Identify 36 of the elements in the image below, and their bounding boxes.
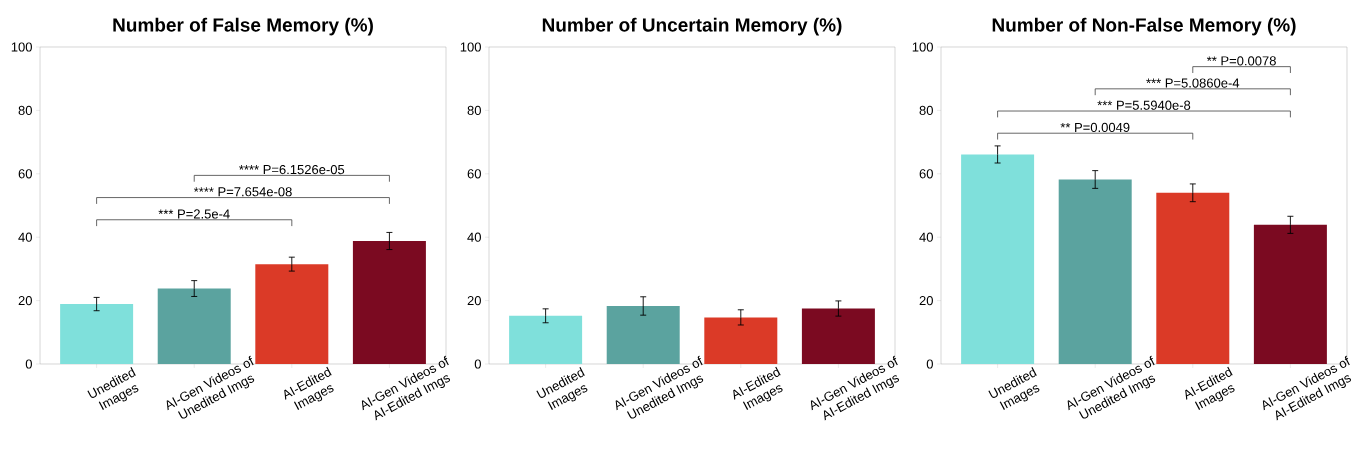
y-tick-label: 100 — [11, 42, 32, 52]
y-tick-label: 60 — [467, 169, 481, 179]
bar — [961, 154, 1035, 364]
annotation: *** P=5.0860e-4 — [1146, 78, 1240, 88]
y-tick-label: 20 — [919, 295, 933, 306]
y-tick-label: 100 — [912, 42, 933, 52]
annotation: ** P=0.0049 — [1060, 122, 1130, 133]
bar — [352, 240, 426, 364]
y-tick-label: 100 — [460, 42, 481, 52]
y-tick-label: 80 — [18, 105, 32, 115]
y-tick-label: 20 — [18, 295, 32, 306]
y-tick-label: 40 — [467, 232, 481, 242]
y-tick-label: 80 — [919, 105, 933, 115]
y-tick-label: 0 — [926, 359, 933, 369]
bar — [157, 288, 231, 364]
y-tick-label: 0 — [474, 359, 481, 369]
bar — [1253, 224, 1327, 364]
bar — [255, 264, 329, 364]
chart-title: Number of Non-False Memory (%) — [992, 17, 1296, 36]
annotation: *** P=2.5e-4 — [158, 209, 230, 219]
y-tick-label: 40 — [919, 232, 933, 242]
y-tick-label: 80 — [467, 105, 481, 115]
y-tick-label: 20 — [467, 295, 481, 306]
annotation: **** P=7.654e-08 — [193, 187, 292, 197]
bar — [1156, 192, 1230, 364]
bar — [60, 304, 134, 364]
bar — [1058, 179, 1132, 364]
annotation: ** P=0.0078 — [1206, 56, 1276, 66]
chart-title: Number of False Memory (%) — [113, 17, 373, 36]
y-tick-label: 0 — [25, 359, 32, 369]
chart-title: Number of Uncertain Memory (%) — [542, 17, 842, 36]
y-tick-label: 40 — [18, 232, 32, 242]
annotation: *** P=5.5940e-8 — [1097, 100, 1191, 110]
y-tick-label: 60 — [18, 169, 32, 179]
y-tick-label: 60 — [919, 169, 933, 179]
annotation: **** P=6.1526e-05 — [239, 164, 345, 175]
